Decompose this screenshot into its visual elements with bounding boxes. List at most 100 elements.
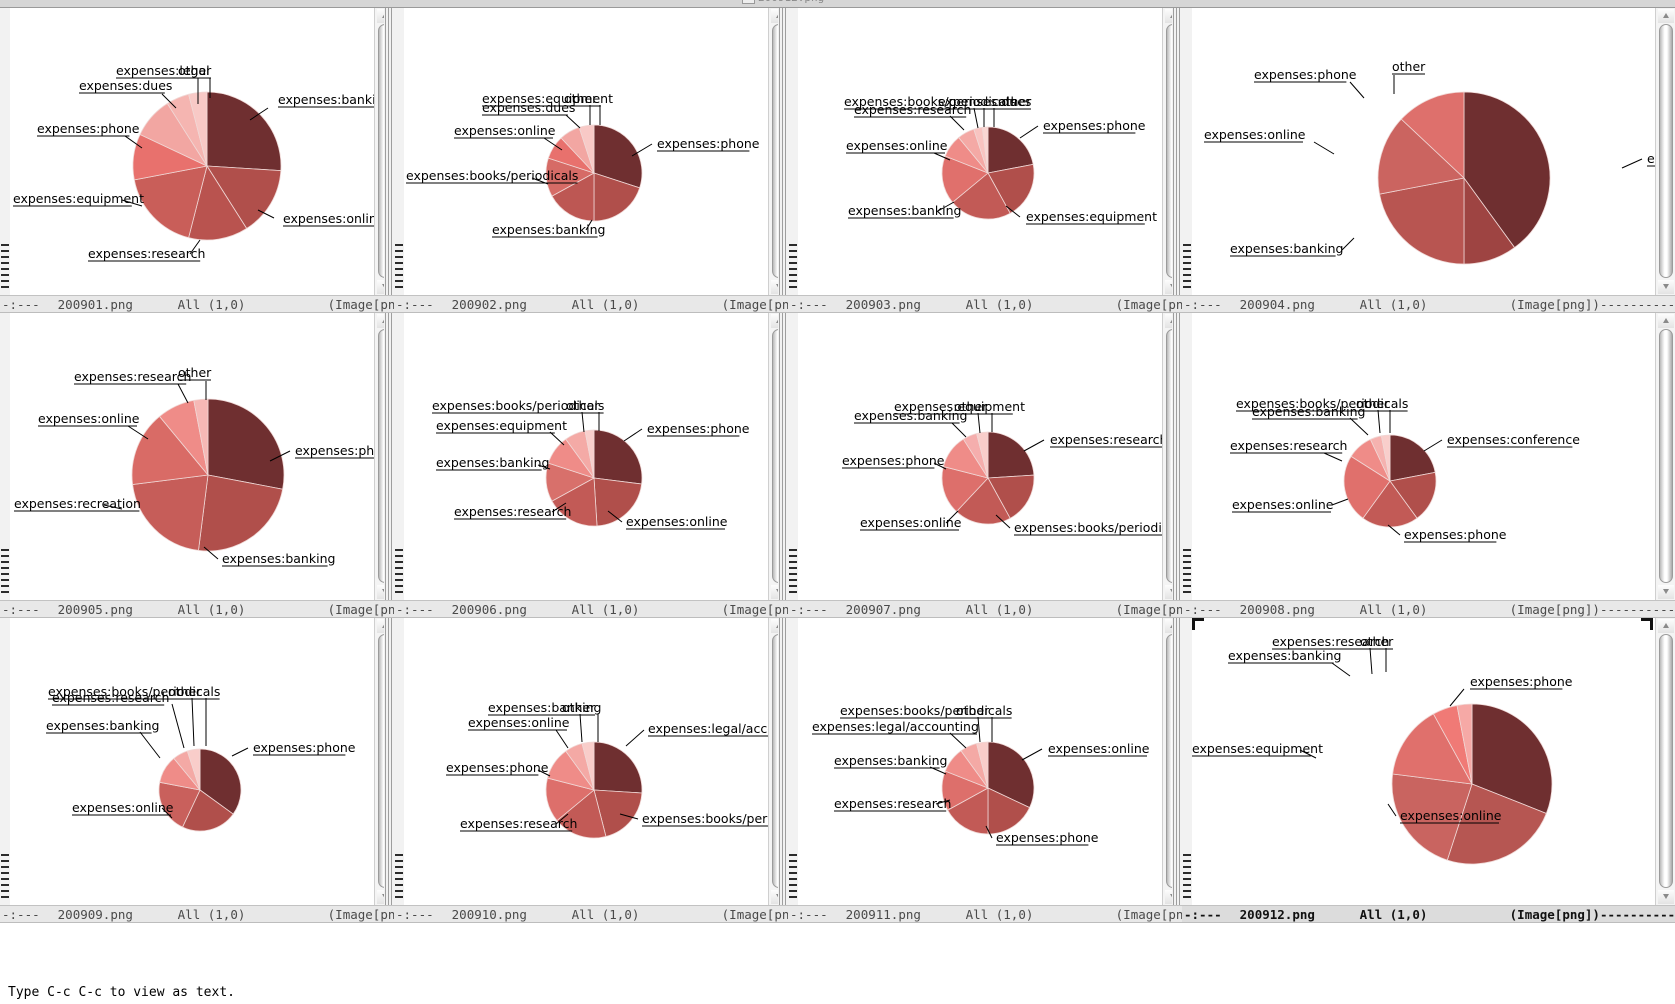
slice-label: expenses:research xyxy=(52,690,169,705)
emacs-window-200910[interactable]: expenses:legal/accounting expenses:books/… xyxy=(394,618,789,923)
emacs-window-200909[interactable]: expenses:phone expenses:online expenses:ba… xyxy=(0,618,395,923)
modeline-200904[interactable]: -:--- 200904.png All (1,0) (Image[png])----… xyxy=(1182,295,1675,313)
pie-chart: expenses:phone expenses:banking expenses:r… xyxy=(14,365,374,567)
window-divider[interactable] xyxy=(778,313,788,600)
pie-slice xyxy=(551,477,598,527)
image-canvas[interactable]: other expenses:research expenses:banking ex… xyxy=(1192,8,1655,295)
leader-line xyxy=(1387,524,1401,536)
modeline-prefix: -:--- xyxy=(790,602,828,617)
toolbar: 200912.png xyxy=(0,0,1675,8)
modeline-filler: ------------------ xyxy=(1599,602,1675,617)
scroll-up-icon[interactable] xyxy=(1658,314,1674,328)
window-divider[interactable] xyxy=(1172,618,1182,905)
slice-label: expenses:research xyxy=(460,816,577,831)
pie-slice xyxy=(1463,91,1551,249)
leader-line xyxy=(1323,452,1343,462)
scroll-down-icon[interactable] xyxy=(1658,890,1674,904)
image-canvas[interactable]: expenses:phone expenses:equipment expenses… xyxy=(798,8,1162,295)
scroll-up-icon[interactable] xyxy=(1658,9,1674,23)
emacs-window-200902[interactable]: expenses:phone expenses:banking expenses:b… xyxy=(394,8,789,313)
window-divider[interactable] xyxy=(778,8,788,295)
slice-label: expenses:phone xyxy=(37,121,140,136)
modeline-buffer-name: 200905.png xyxy=(57,602,133,617)
window-divider[interactable] xyxy=(384,618,394,905)
scrollbar-thumb[interactable] xyxy=(1659,634,1673,888)
vertical-scrollbar[interactable] xyxy=(1655,618,1675,905)
scroll-down-icon[interactable] xyxy=(1658,585,1674,599)
window-divider[interactable] xyxy=(1172,8,1182,295)
scroll-up-icon[interactable] xyxy=(1658,619,1674,633)
leader-line xyxy=(124,135,143,149)
left-fringe xyxy=(788,313,798,600)
emacs-window-200911[interactable]: expenses:online expenses:phone expenses:re… xyxy=(788,618,1183,923)
emacs-window-200912[interactable]: expenses:phone expenses:online expenses:eq… xyxy=(1182,618,1675,923)
emacs-window-200903[interactable]: expenses:phone expenses:equipment expenses… xyxy=(788,8,1183,313)
left-fringe xyxy=(394,618,404,905)
emacs-window-200906[interactable]: expenses:phone expenses:online expenses:re… xyxy=(394,313,789,618)
image-canvas[interactable]: expenses:legal/accounting expenses:books/… xyxy=(404,618,768,905)
leader-line xyxy=(161,807,173,819)
window-divider[interactable] xyxy=(384,313,394,600)
emacs-window-200908[interactable]: expenses:conference expenses:phone expense… xyxy=(1182,313,1675,618)
image-canvas[interactable]: expenses:phone expenses:banking expenses:r… xyxy=(10,313,374,600)
image-canvas[interactable]: expenses:conference expenses:phone expense… xyxy=(1192,313,1655,600)
leader-line xyxy=(1369,647,1373,675)
modeline-position: All (1,0) xyxy=(177,297,246,312)
emacs-window-200901[interactable]: expenses:banking expenses:online expenses:… xyxy=(0,8,395,313)
image-canvas[interactable]: expenses:online expenses:phone expenses:re… xyxy=(798,618,1162,905)
vertical-scrollbar[interactable] xyxy=(1655,8,1675,295)
slice-label: other xyxy=(954,399,988,414)
image-canvas[interactable]: expenses:phone expenses:online expenses:re… xyxy=(404,313,768,600)
emacs-window-200904[interactable]: other expenses:research expenses:banking ex… xyxy=(1182,8,1675,313)
leader-line xyxy=(937,201,955,212)
pie-slice xyxy=(551,172,595,222)
image-canvas[interactable]: expenses:phone expenses:online expenses:ba… xyxy=(10,618,374,905)
emacs-window-200905[interactable]: expenses:phone expenses:banking expenses:r… xyxy=(0,313,395,618)
pie-slice xyxy=(987,163,1035,214)
slice-label: other xyxy=(562,700,596,715)
pie-slice xyxy=(199,748,242,815)
image-canvas[interactable]: expenses:phone expenses:banking expenses:b… xyxy=(404,8,768,295)
image-canvas[interactable]: expenses:phone expenses:online expenses:eq… xyxy=(1192,618,1655,905)
pie-slice xyxy=(1471,703,1553,814)
leader-line xyxy=(249,107,269,121)
leader-line xyxy=(1299,749,1317,759)
pie-slice xyxy=(1446,783,1547,865)
pie-chart: expenses:phone expenses:banking expenses:b… xyxy=(406,91,760,238)
image-canvas[interactable]: expenses:research expenses:books/periodic… xyxy=(798,313,1162,600)
modeline-200908[interactable]: -:--- 200908.png All (1,0) (Image[png])----… xyxy=(1182,600,1675,618)
modeline-position: All (1,0) xyxy=(1359,907,1428,922)
slice-label: expenses:phone xyxy=(996,830,1099,845)
image-canvas[interactable]: expenses:banking expenses:online expenses:… xyxy=(10,8,374,295)
emacs-window-200907[interactable]: expenses:research expenses:books/periodic… xyxy=(788,313,1183,618)
window-divider[interactable] xyxy=(1172,313,1182,600)
slice-label: expenses:banking xyxy=(848,203,961,218)
pie-slice xyxy=(581,741,595,791)
slice-label: expenses:dues xyxy=(938,94,1031,109)
modeline-prefix: -:--- xyxy=(1184,602,1222,617)
slice-label: expenses:books/periodicals xyxy=(1236,396,1408,411)
window-divider[interactable] xyxy=(778,618,788,905)
leader-line xyxy=(1019,125,1039,139)
modeline-200912[interactable]: -:--- 200912.png All (1,0) (Image[png])----… xyxy=(1182,905,1675,923)
scrollbar-thumb[interactable] xyxy=(1659,329,1673,583)
window-divider[interactable] xyxy=(384,8,394,295)
window-grid: expenses:bankingexpenses:onlineexpenses:… xyxy=(0,8,1675,983)
slice-label: other xyxy=(566,398,600,413)
modeline-filler: ------------------ xyxy=(1599,907,1675,922)
scrollbar-thumb[interactable] xyxy=(1659,24,1673,278)
slice-label: expenses:conference xyxy=(1447,432,1580,447)
vertical-scrollbar[interactable] xyxy=(1655,313,1675,600)
slice-label: expenses:online xyxy=(1204,127,1306,142)
modeline-major-mode: (Image[png]) xyxy=(327,297,394,312)
scroll-down-icon[interactable] xyxy=(1658,280,1674,294)
